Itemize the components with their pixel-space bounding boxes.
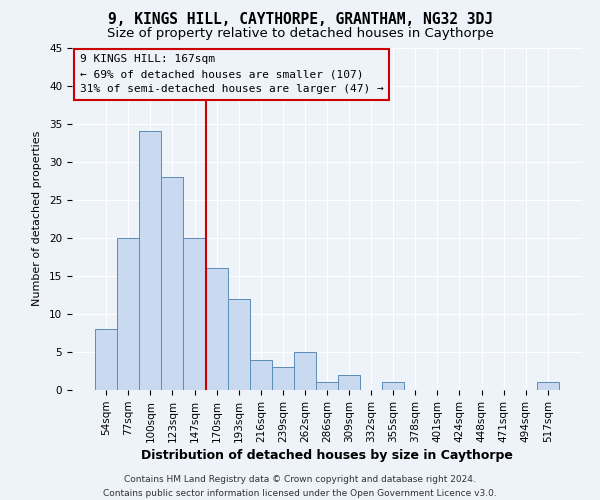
Y-axis label: Number of detached properties: Number of detached properties <box>32 131 42 306</box>
Bar <box>272 367 294 390</box>
Text: 9 KINGS HILL: 167sqm
← 69% of detached houses are smaller (107)
31% of semi-deta: 9 KINGS HILL: 167sqm ← 69% of detached h… <box>80 54 383 94</box>
Bar <box>184 238 206 390</box>
Bar <box>227 298 250 390</box>
Bar <box>382 382 404 390</box>
Bar <box>294 352 316 390</box>
X-axis label: Distribution of detached houses by size in Caythorpe: Distribution of detached houses by size … <box>141 449 513 462</box>
Bar <box>316 382 338 390</box>
Bar <box>95 329 117 390</box>
Bar <box>161 177 184 390</box>
Text: Contains HM Land Registry data © Crown copyright and database right 2024.
Contai: Contains HM Land Registry data © Crown c… <box>103 476 497 498</box>
Bar <box>250 360 272 390</box>
Bar <box>537 382 559 390</box>
Text: Size of property relative to detached houses in Caythorpe: Size of property relative to detached ho… <box>107 28 493 40</box>
Text: 9, KINGS HILL, CAYTHORPE, GRANTHAM, NG32 3DJ: 9, KINGS HILL, CAYTHORPE, GRANTHAM, NG32… <box>107 12 493 28</box>
Bar <box>139 131 161 390</box>
Bar <box>117 238 139 390</box>
Bar <box>206 268 227 390</box>
Bar <box>338 375 360 390</box>
